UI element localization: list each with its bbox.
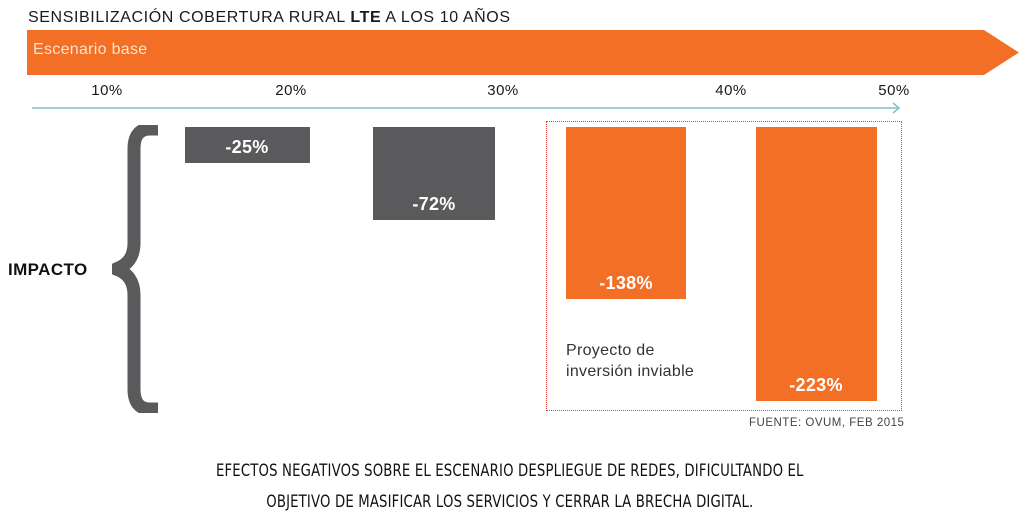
bar-value-label: -72% <box>412 193 456 214</box>
footer-line-1: EFECTOS NEGATIVOS SOBRE EL ESCENARIO DES… <box>215 461 804 481</box>
inviable-highlight-box <box>546 121 902 411</box>
bar-30pct: -72% <box>373 127 495 220</box>
scenario-banner: Escenario base <box>27 30 1019 75</box>
bar-value-label: -223% <box>789 375 843 395</box>
title-part-3: A LOS 10 AÑOS <box>381 9 511 26</box>
bar-40pct: -138% <box>566 127 686 299</box>
x-tick-label: 20% <box>275 82 307 99</box>
title-part-lte: LTE <box>350 9 382 26</box>
banner-arrow-shape <box>27 30 1019 75</box>
x-tick-label: 50% <box>878 82 910 99</box>
curly-brace-icon <box>112 125 158 413</box>
x-tick-label: 10% <box>91 82 123 99</box>
footer-caption: EFECTOS NEGATIVOS SOBRE EL ESCENARIO DES… <box>110 456 909 518</box>
y-axis-label: IMPACTO <box>8 260 88 279</box>
bar-value-label: -138% <box>599 272 653 293</box>
x-tick-label: 30% <box>487 82 519 99</box>
footer-line-2: OBJETIVO DE MASIFICAR LOS SERVICIOS Y CE… <box>266 492 754 512</box>
x-axis-arrow <box>32 102 901 114</box>
bar-50pct: -223% <box>755 127 877 401</box>
title-part-1: SENSIBILIZACIÓN COBERTURA RURAL <box>28 9 351 26</box>
inviable-annotation: Proyecto de inversión inviable <box>566 342 695 380</box>
banner-label: Escenario base <box>33 41 148 58</box>
chart-title: SENSIBILIZACIÓN COBERTURA RURAL LTE A LO… <box>28 9 511 27</box>
bar-20pct: -25% <box>184 127 310 164</box>
x-tick-label: 40% <box>715 82 747 99</box>
bar-value-label: -25% <box>225 137 269 158</box>
source-note: FUENTE: OVUM, FEB 2015 <box>749 417 905 429</box>
